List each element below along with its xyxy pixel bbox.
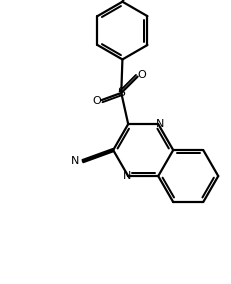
Text: N: N: [71, 156, 79, 166]
Text: O: O: [92, 96, 101, 106]
Text: S: S: [117, 86, 125, 99]
Text: N: N: [123, 171, 131, 181]
Text: N: N: [156, 119, 164, 129]
Text: O: O: [138, 70, 147, 80]
